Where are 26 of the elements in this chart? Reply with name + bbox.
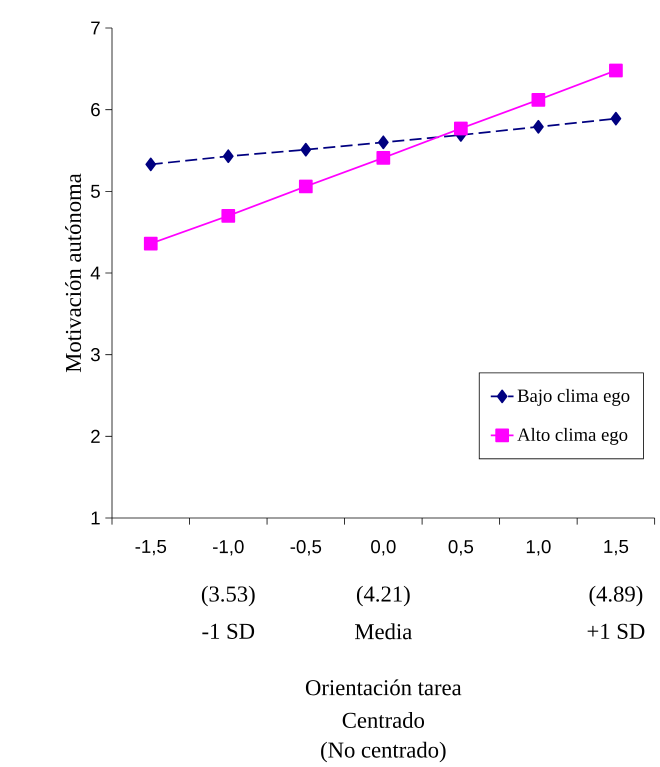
y-tick-label: 7 xyxy=(91,22,100,34)
x-tick-label: 0,5 xyxy=(448,540,474,556)
x-tick-label: -0,5 xyxy=(290,540,322,556)
text: Centrado xyxy=(342,712,424,728)
x-tick-label: 0,0 xyxy=(371,540,396,556)
text: Orientación tarea xyxy=(306,679,462,696)
text: -1 SD xyxy=(202,624,254,639)
text: (No centrado) xyxy=(321,742,446,762)
text: (4.89) xyxy=(590,586,642,606)
x-tick-label: 1,0 xyxy=(526,540,551,556)
text: (4.21) xyxy=(356,586,410,606)
text: Media xyxy=(355,623,412,640)
text: +1 SD xyxy=(588,624,644,639)
y-tick-label: 1 xyxy=(92,512,100,524)
y-tick-label: 6 xyxy=(91,103,100,116)
legend-label: Alto clima ego xyxy=(517,428,628,445)
text: (3.53) xyxy=(202,586,255,606)
y-tick-label: 3 xyxy=(90,348,100,362)
y-tick-label: 2 xyxy=(91,430,100,443)
y-tick-label: 4 xyxy=(90,266,100,280)
x-tick-label: -1,0 xyxy=(213,540,244,556)
legend-label: Bajo clima ego xyxy=(518,388,630,406)
x-tick-label: -1,5 xyxy=(136,540,166,556)
x-tick-label: 1,5 xyxy=(604,540,628,556)
y-axis-title: Motivación autónoma xyxy=(65,174,82,372)
y-tick-label: 5 xyxy=(90,184,100,198)
